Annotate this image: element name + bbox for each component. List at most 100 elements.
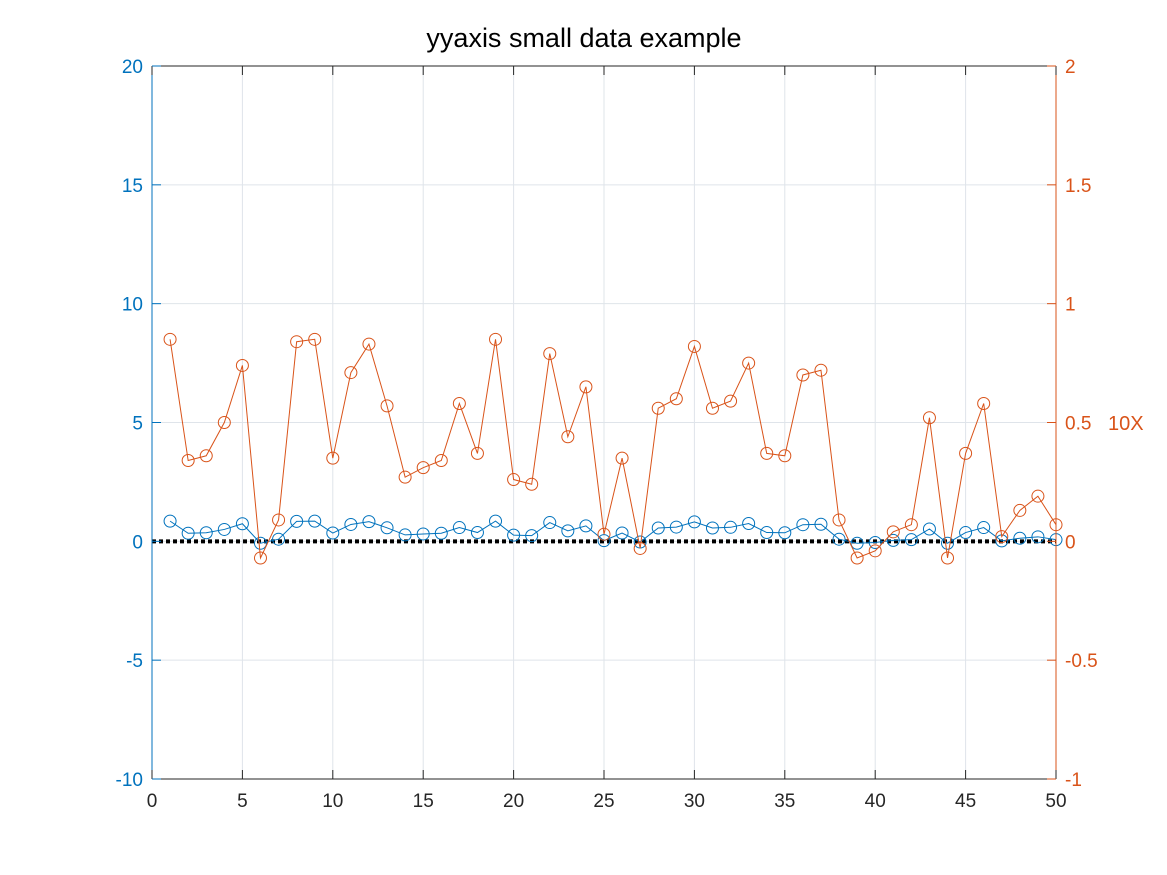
right-y-tick-label: 0 [1065, 532, 1076, 553]
series-right-point [470, 446, 484, 460]
series-left-point [181, 526, 195, 540]
series-right-point [778, 449, 792, 463]
series-left-point [959, 526, 973, 540]
series-left-point [868, 536, 882, 550]
series-left-point [1013, 531, 1027, 545]
series-left-point [651, 521, 665, 535]
series-left-point [362, 515, 376, 529]
series-left-point [561, 524, 575, 538]
series-right-point [380, 399, 394, 413]
series-left-point [850, 536, 864, 550]
series-left-point [922, 522, 936, 536]
x-tick-label: 25 [593, 791, 614, 812]
series-right-point [398, 470, 412, 484]
series-right-point [832, 513, 846, 527]
series-right-point [941, 551, 955, 565]
series-left-point [615, 526, 629, 540]
x-tick-label: 30 [684, 791, 705, 812]
left-y-tick-label: 5 [132, 414, 143, 435]
series-right-point [452, 396, 466, 410]
series-left-line [169, 520, 1057, 544]
series-left-point [832, 532, 846, 546]
series-right-point [290, 335, 304, 349]
series-right-point [705, 401, 719, 415]
series-left-point [687, 515, 701, 529]
series-right-point [633, 541, 647, 555]
x-tick-label: 35 [774, 791, 795, 812]
series-left-point [941, 536, 955, 550]
right-y-tick-label: 0.5 [1065, 414, 1091, 435]
series-left-point [597, 534, 611, 548]
series-left-point [235, 517, 249, 531]
series-right-point [507, 473, 521, 487]
series-left-point [705, 521, 719, 535]
series-right-point [977, 396, 991, 410]
x-tick-label: 40 [865, 791, 886, 812]
series-left-point [199, 526, 213, 540]
series-left-point [796, 518, 810, 532]
series-left-point [344, 517, 358, 531]
series-left-point [398, 528, 412, 542]
series-right-line [169, 338, 1057, 560]
series-left-point [1031, 530, 1045, 544]
left-y-tick-label: -5 [126, 651, 143, 672]
series-right-point [434, 454, 448, 468]
series-right-point [362, 337, 376, 351]
series-right-point [543, 347, 557, 361]
axes: 0 5 10 15 20 25 30 35 40 45 50-10-505101520-1-0.50… [116, 57, 1098, 812]
series-right-point [814, 363, 828, 377]
series-right-point [615, 451, 629, 465]
left-y-tick-label: 10 [122, 295, 143, 316]
series-left-point [886, 533, 900, 547]
series-right-point [922, 411, 936, 425]
series-right-point [163, 332, 177, 346]
x-tick-label: 50 [1045, 791, 1066, 812]
series-right-point [760, 446, 774, 460]
left-y-tick-label: -10 [116, 770, 143, 791]
series-right-point [344, 366, 358, 380]
series-right-point [904, 518, 918, 532]
x-tick-label: 15 [413, 791, 434, 812]
series-right-point [253, 551, 267, 565]
series-left-point [326, 526, 340, 540]
right-y-tick-label: 1 [1065, 295, 1076, 316]
x-tick-label: 10 [322, 791, 343, 812]
series-right-point [235, 358, 249, 372]
series-right-point [181, 454, 195, 468]
series-left-point [760, 526, 774, 540]
series-right-point [651, 401, 665, 415]
x-tick-label: 0 [147, 791, 158, 812]
series-right-point [199, 449, 213, 463]
series-left-point [814, 517, 828, 531]
series-left-point [217, 522, 231, 536]
series-left-point [163, 514, 177, 528]
series-right-point [579, 380, 593, 394]
series-left-point [470, 526, 484, 540]
series-left-point [525, 529, 539, 543]
left-y-tick-label: 15 [122, 176, 143, 197]
series-left-point [579, 519, 593, 533]
series-right-point [308, 332, 322, 346]
series-right-point [724, 394, 738, 408]
series-right-point [850, 551, 864, 565]
series-right-point [959, 446, 973, 460]
series-left-point [290, 514, 304, 528]
left-y-tick-label: 0 [132, 532, 143, 553]
series-right-point [796, 368, 810, 382]
series-left-point [543, 516, 557, 530]
chart-title: yyaxis small data example [426, 23, 741, 53]
series-left-point [416, 527, 430, 541]
right-y-tick-label: 2 [1065, 57, 1076, 78]
series-left-point [724, 520, 738, 534]
right-y-tick-label: 1.5 [1065, 176, 1091, 197]
x-tick-label: 20 [503, 791, 524, 812]
series-right-point [525, 477, 539, 491]
series-left-point [778, 526, 792, 540]
series-left-point [742, 517, 756, 531]
series-left-point [272, 532, 286, 546]
right-y-tick-label: -0.5 [1065, 651, 1098, 672]
series-left-point [977, 521, 991, 535]
series-right-point [995, 530, 1009, 544]
series-left-point [452, 521, 466, 535]
